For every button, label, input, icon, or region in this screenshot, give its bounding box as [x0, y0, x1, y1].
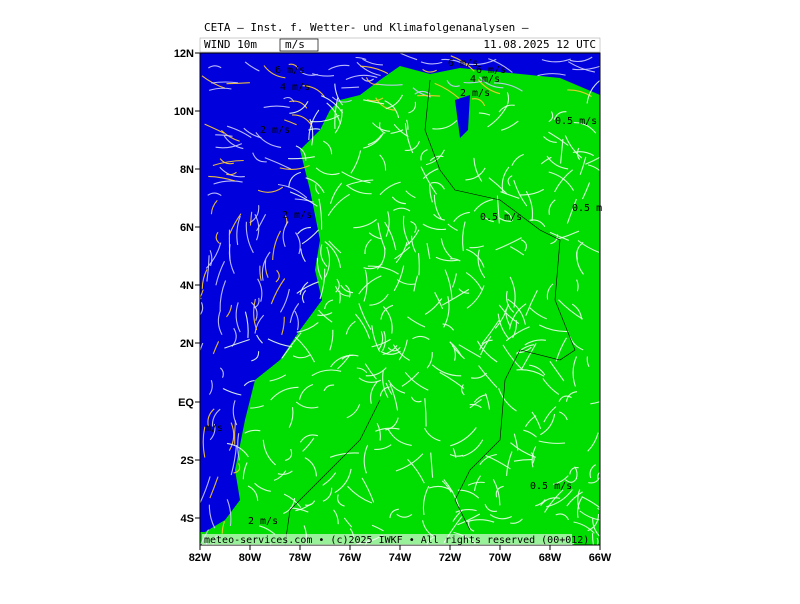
y-tick-label: 2N	[180, 338, 194, 350]
y-tick-label: 6N	[180, 222, 194, 234]
title: CETA — Inst. f. Wetter- und Klimafolgena…	[204, 21, 529, 34]
y-tick-label: EQ	[178, 397, 194, 409]
contour-label: 0.5 m/s	[480, 212, 522, 223]
contour-label: 6 m/s	[275, 65, 305, 76]
contour-label: 2 m/s	[282, 210, 312, 221]
field: WIND 10m	[204, 38, 257, 51]
x-tick-label: 82W	[189, 552, 212, 564]
x-tick-label: 80W	[239, 552, 262, 564]
date: 11.08.2025 12 UTC	[483, 38, 596, 51]
contour-label: m/s	[205, 423, 223, 434]
streamline	[597, 508, 624, 513]
contour-label: 2 m/s	[460, 88, 490, 99]
x-tick-label: 76W	[339, 552, 362, 564]
contour-label: 0.5 m	[572, 203, 602, 214]
contour-label: 0.5 m/s	[530, 481, 572, 492]
x-tick-label: 66W	[589, 552, 612, 564]
unit: m/s	[285, 38, 305, 51]
contour-label: 4 m/s	[470, 74, 500, 85]
y-tick-label: 10N	[174, 106, 194, 118]
contour-label: 2 m/s	[248, 516, 278, 527]
streamline	[600, 254, 611, 272]
y-tick-label: 2S	[181, 455, 194, 467]
y-tick-label: 4N	[180, 280, 194, 292]
streamline	[264, 543, 272, 563]
x-tick-label: 74W	[389, 552, 412, 564]
x-tick-label: 70W	[489, 552, 512, 564]
y-tick-label: 4S	[181, 513, 194, 525]
contour-label: 4 m/s	[280, 82, 310, 93]
x-tick-label: 78W	[289, 552, 312, 564]
contour-label: 0.5 m/s	[555, 116, 597, 127]
contour-label: 2 m/s	[260, 125, 290, 136]
contour-label: 6 m/s	[448, 58, 478, 69]
y-tick-label: 12N	[174, 48, 194, 60]
footer: meteo-services.com • (c)2025 IWKF • All …	[204, 535, 589, 546]
x-tick-label: 72W	[439, 552, 462, 564]
y-tick-label: 8N	[180, 164, 194, 176]
x-tick-label: 68W	[539, 552, 562, 564]
